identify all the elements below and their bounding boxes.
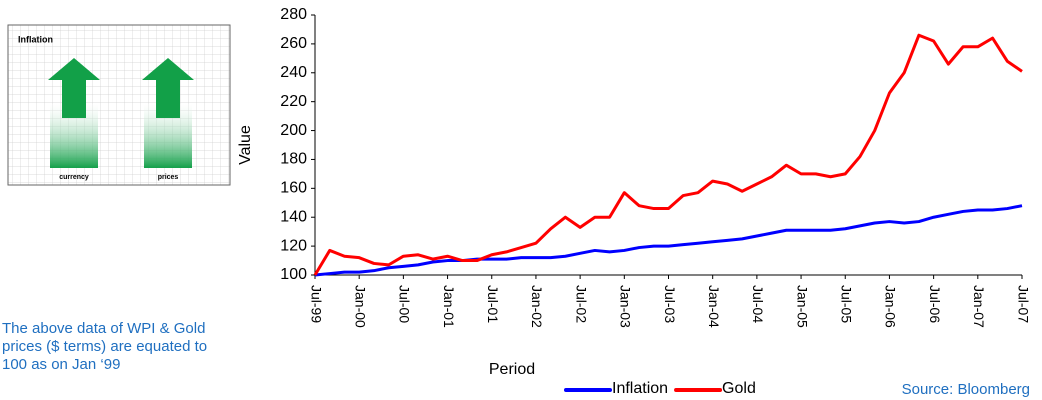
x-axis-title: Period: [489, 361, 535, 378]
note-line: The above data of WPI & Gold: [2, 320, 206, 337]
y-tick-label: 220: [280, 93, 307, 110]
x-tick-label: Jan-00: [352, 285, 368, 328]
arrow: [48, 58, 100, 118]
y-tick-label: 160: [280, 180, 307, 197]
y-tick-label: 200: [280, 122, 307, 139]
y-axis-title: Value: [237, 125, 254, 165]
x-tick-label: Jul-99: [308, 285, 324, 323]
x-tick-label: Jul-03: [662, 285, 678, 323]
note-line: prices ($ terms) are equated to: [2, 338, 208, 355]
y-tick-label: 180: [280, 151, 307, 168]
series-line: [313, 33, 1023, 276]
series-line: [314, 204, 1023, 277]
inset-label: prices: [158, 174, 179, 181]
inset-label: currency: [59, 174, 89, 181]
x-tick-label: Jul-06: [927, 285, 943, 323]
x-tick-label: Jul-00: [397, 285, 413, 323]
y-tick-label: 240: [280, 64, 307, 81]
x-tick-label: Jul-07: [1015, 285, 1031, 323]
x-tick-label: Jan-03: [618, 285, 634, 328]
x-tick-label: Jan-07: [971, 285, 987, 328]
source: Source: Bloomberg: [902, 381, 1030, 398]
x-tick-label: Jan-01: [441, 285, 457, 328]
x-tick-label: Jul-01: [485, 285, 501, 323]
x-tick-label: Jan-04: [706, 285, 722, 328]
x-tick-label: Jul-02: [573, 285, 589, 323]
legend-label: Gold: [722, 380, 756, 397]
legend-label: Inflation: [612, 380, 668, 397]
x-tick-label: Jan-02: [529, 285, 545, 328]
y-tick-label: 140: [280, 208, 307, 225]
inset-image: Inflation currency prices: [7, 24, 231, 186]
arrow: [142, 58, 194, 118]
x-tick-label: Jul-05: [839, 285, 855, 323]
y-tick-label: 280: [280, 6, 307, 23]
note: The above data of WPI & Gold prices ($ t…: [2, 320, 282, 374]
inset-title: Inflation: [18, 34, 53, 44]
inset-frame: [7, 24, 231, 186]
y-tick-label: 120: [280, 237, 307, 254]
note-line: 100 as on Jan ‘99: [2, 356, 121, 373]
x-tick-label: Jan-06: [883, 285, 899, 328]
x-tick-label: Jan-05: [794, 285, 810, 328]
x-tick-label: Jul-04: [750, 285, 766, 323]
y-tick-label: 100: [280, 266, 307, 283]
y-tick-label: 260: [280, 35, 307, 52]
